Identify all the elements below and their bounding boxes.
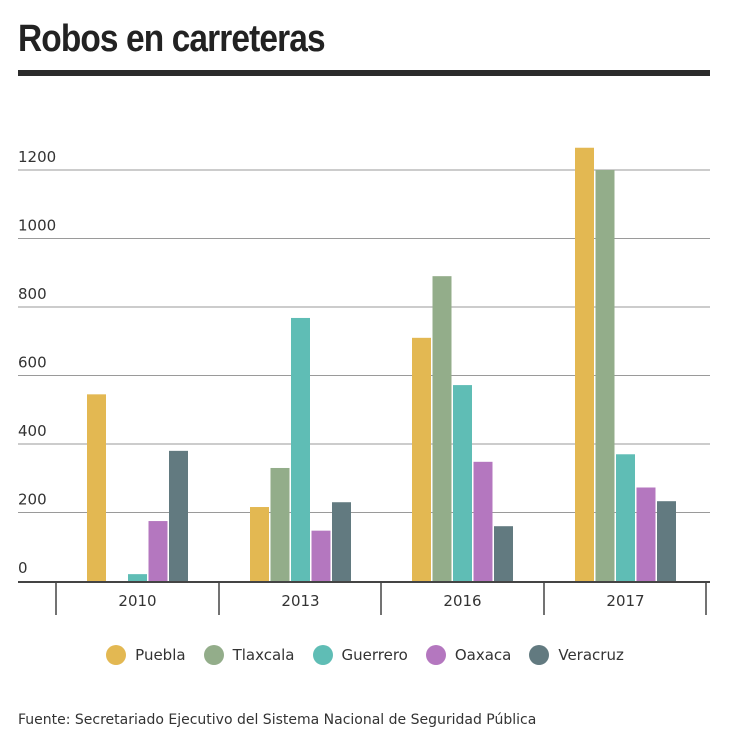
bar-puebla-2016 — [412, 337, 431, 581]
bar-veracruz-2017 — [657, 501, 676, 581]
source-note: Fuente: Secretariado Ejecutivo del Siste… — [18, 712, 537, 728]
legend-swatch — [312, 645, 333, 665]
bar-guerrero-2010 — [128, 574, 147, 581]
x-tick-label: 2016 — [443, 592, 481, 610]
bar-oaxaca-2016 — [473, 461, 493, 581]
x-tick-label: 2013 — [281, 592, 319, 610]
legend-label: Tlaxcala — [232, 646, 295, 664]
bar-veracruz-2013 — [332, 502, 351, 581]
legend-swatch — [529, 645, 550, 665]
bar-tlaxcala-2013 — [270, 467, 290, 581]
x-tick-label: 2017 — [606, 592, 644, 610]
bar-tlaxcala-2016 — [432, 276, 452, 581]
bar-veracruz-2010 — [169, 450, 188, 581]
legend-swatch — [106, 645, 127, 665]
legend-swatch — [425, 645, 446, 665]
bar-oaxaca-2017 — [636, 487, 656, 581]
legend-item: Puebla — [106, 645, 186, 665]
legend-swatch — [203, 645, 224, 665]
bar-puebla-2010 — [87, 394, 106, 581]
title-rule — [18, 70, 710, 76]
bar-oaxaca-2010 — [148, 521, 168, 581]
bar-puebla-2017 — [575, 147, 594, 582]
bar-chart: 0 200 400 600 800 1000 1200 2010 2013 2016 2017 — [18, 147, 710, 615]
legend-label: Puebla — [135, 646, 186, 664]
bar-guerrero-2017 — [616, 454, 635, 581]
y-tick-label: 200 — [18, 491, 47, 509]
y-tick-label: 0 — [18, 559, 28, 577]
bar-guerrero-2016 — [453, 385, 472, 581]
y-tick-label: 400 — [18, 422, 47, 440]
bar-veracruz-2016 — [494, 526, 513, 581]
legend-label: Oaxaca — [454, 646, 512, 664]
bar-guerrero-2013 — [291, 317, 310, 581]
bar-oaxaca-2013 — [311, 530, 331, 581]
y-tick-label: 600 — [18, 354, 47, 372]
bar-puebla-2013 — [250, 507, 269, 581]
y-tick-label: 1000 — [18, 217, 56, 235]
legend-item: Oaxaca — [425, 645, 512, 665]
chart-legend: Puebla Tlaxcala Guerrero Oaxaca Veracruz — [0, 645, 730, 665]
y-tick-label: 1200 — [18, 148, 56, 166]
x-tick-label: 2010 — [118, 592, 156, 610]
legend-item: Guerrero — [312, 645, 408, 665]
legend-item: Tlaxcala — [203, 645, 295, 665]
bar-tlaxcala-2017 — [595, 170, 615, 581]
legend-label: Guerrero — [341, 646, 408, 664]
y-tick-label: 800 — [18, 285, 47, 303]
legend-label: Veracruz — [558, 646, 624, 664]
legend-item: Veracruz — [529, 645, 624, 665]
chart-title: Robos en carreteras — [18, 18, 326, 60]
